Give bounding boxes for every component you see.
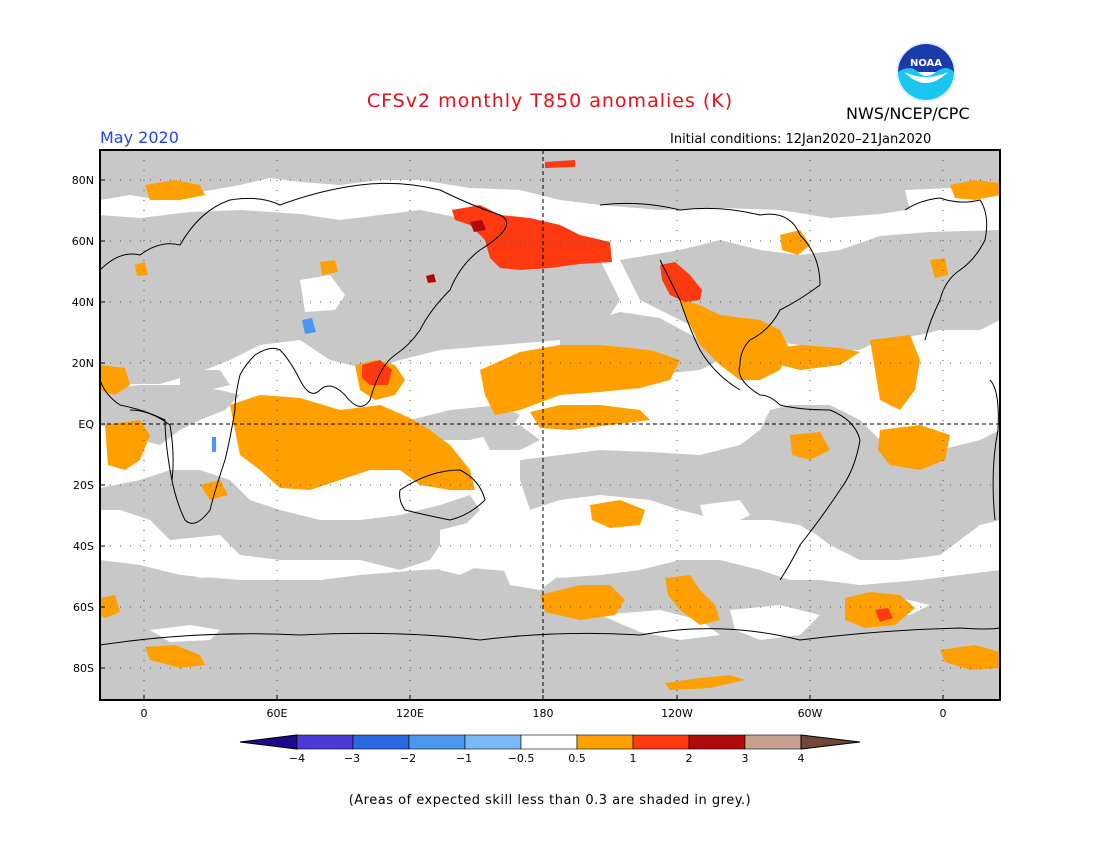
lon-label-60w: 60W xyxy=(798,707,823,720)
colorbar-label-1: 1 xyxy=(630,752,637,765)
lon-label-60e: 60E xyxy=(267,707,288,720)
lon-label-120w: 120W xyxy=(661,707,693,720)
colorbar-label-neg3: −3 xyxy=(344,752,360,765)
colorbar-label-neg1: −1 xyxy=(456,752,472,765)
colorbar-label-neg4: −4 xyxy=(289,752,305,765)
colorbar xyxy=(239,734,861,750)
lat-label-40n: 40N xyxy=(72,296,94,309)
lat-label-20s: 20S xyxy=(73,479,94,492)
colorbar-segment xyxy=(352,734,410,750)
lat-label-20n: 20N xyxy=(72,357,94,370)
lon-label-0-east: 0 xyxy=(940,707,947,720)
warm-anomaly-2-3 xyxy=(426,220,486,283)
colorbar-segment xyxy=(520,734,578,750)
lon-label-180: 180 xyxy=(533,707,554,720)
lat-label-60n: 60N xyxy=(72,235,94,248)
colorbar-segment xyxy=(296,734,354,750)
longitude-labels: 0 60E 120E 180 120W 60W 0 xyxy=(141,707,947,720)
lon-label-0: 0 xyxy=(141,707,148,720)
colorbar-arrow-low xyxy=(239,734,298,750)
colorbar-segment xyxy=(408,734,466,750)
cool-anomaly xyxy=(212,318,316,452)
colorbar-segment xyxy=(576,734,634,750)
lat-label-80n: 80N xyxy=(72,174,94,187)
logo-text: NOAA xyxy=(910,58,942,69)
initial-conditions: Initial conditions: 12Jan2020–21Jan2020 xyxy=(670,132,932,147)
lon-label-120e: 120E xyxy=(396,707,424,720)
noaa-logo-icon: NOAA xyxy=(896,42,956,102)
skill-footnote: (Areas of expected skill less than 0.3 a… xyxy=(348,793,752,808)
low-skill-regions xyxy=(100,150,1000,700)
lat-label-60s: 60S xyxy=(73,601,94,614)
lat-label-eq: EQ xyxy=(78,418,94,431)
map-frame xyxy=(99,149,1001,701)
colorbar-label-neg2: −2 xyxy=(400,752,416,765)
colorbar-segment xyxy=(744,734,802,750)
axis-ticks xyxy=(100,179,944,700)
map-field xyxy=(100,150,1000,700)
colorbar-segment xyxy=(464,734,522,750)
valid-period: May 2020 xyxy=(100,128,179,147)
map-title: CFSv2 monthly T850 anomalies (K) xyxy=(366,90,734,112)
colorbar-arrow-high xyxy=(800,734,861,750)
colorbar-label-3: 3 xyxy=(742,752,749,765)
colorbar-label-4: 4 xyxy=(798,752,805,765)
latitude-labels: 80N 60N 40N 20N EQ 20S 40S 60S 80S xyxy=(72,174,95,675)
colorbar-label-05: 0.5 xyxy=(568,752,586,765)
colorbar-label-2: 2 xyxy=(686,752,693,765)
agency-label: NWS/NCEP/CPC xyxy=(846,104,970,123)
lat-label-80s: 80S xyxy=(73,662,94,675)
lat-lon-grid xyxy=(100,150,1000,700)
warm-anomaly-1-2 xyxy=(362,160,893,622)
near-normal-patches xyxy=(150,188,970,642)
colorbar-segment xyxy=(688,734,746,750)
colorbar-labels: −4 −3 −2 −1 −0.5 0.5 1 2 3 4 xyxy=(289,752,805,765)
lat-label-40s: 40S xyxy=(73,540,94,553)
colorbar-label-neg05: −0.5 xyxy=(508,752,535,765)
colorbar-segment xyxy=(632,734,690,750)
